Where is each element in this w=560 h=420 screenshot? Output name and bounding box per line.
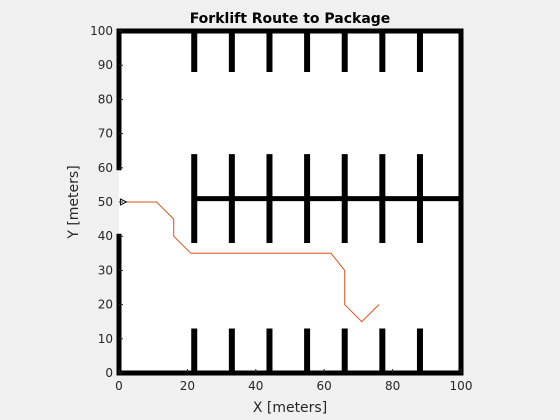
y-tick-label-6: 60 <box>98 161 113 175</box>
x-tick-label-4: 80 <box>385 379 400 393</box>
tick-layer: 0 20 40 60 80 100 0 10 20 30 40 50 60 70 80 90 100 <box>90 24 472 393</box>
x-tick-label-0: 0 <box>115 379 123 393</box>
y-tick-label-4: 40 <box>98 229 113 243</box>
y-tick-label-3: 30 <box>98 263 113 277</box>
x-tick-label-5: 100 <box>450 379 473 393</box>
x-axis-label: X [meters] <box>253 400 327 416</box>
plot-area <box>119 31 461 373</box>
obstacle-layer <box>116 28 464 376</box>
y-tick-label-1: 10 <box>98 332 113 346</box>
x-tick-label-2: 40 <box>248 379 263 393</box>
y-tick-label-2: 20 <box>98 298 113 312</box>
chart-title: Forklift Route to Package <box>190 11 391 27</box>
x-tick-label-3: 60 <box>317 379 332 393</box>
y-tick-label-9: 90 <box>98 58 113 72</box>
y-tick-label-10: 100 <box>90 24 113 38</box>
y-tick-label-0: 0 <box>105 366 113 380</box>
x-tick-label-1: 20 <box>180 379 195 393</box>
route-line-0 <box>122 201 380 323</box>
y-tick-label-5: 50 <box>98 195 113 209</box>
y-tick-label-8: 80 <box>98 92 113 106</box>
y-tick-label-7: 70 <box>98 127 113 141</box>
y-axis-label: Y [meters] <box>66 165 82 239</box>
